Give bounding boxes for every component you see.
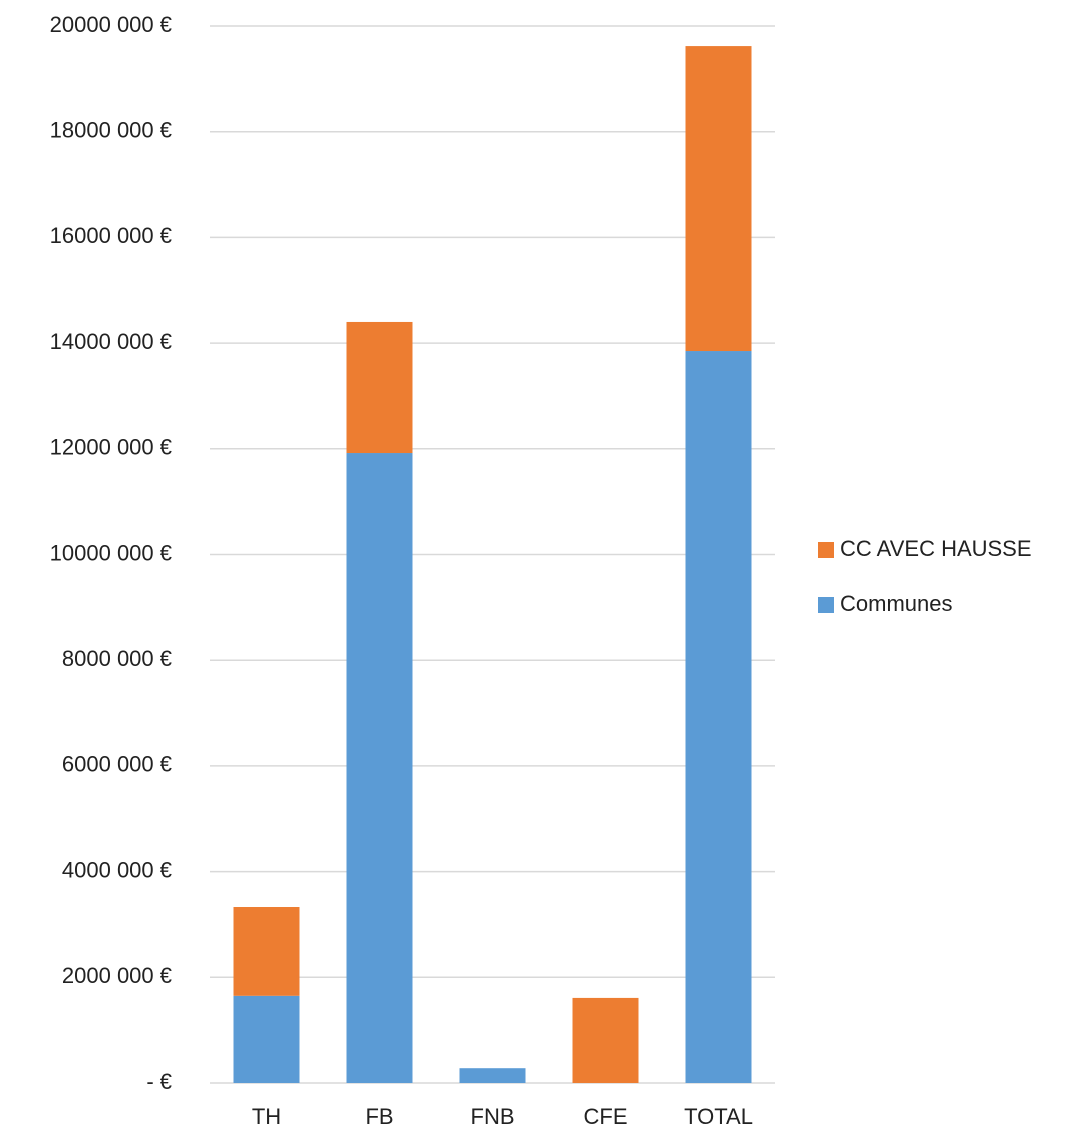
bar-segment: [346, 453, 413, 1083]
y-tick-label: 8000 000 €: [62, 646, 172, 671]
legend-label: CC AVEC HAUSSE: [840, 536, 1032, 561]
y-tick-label: 18000 000 €: [50, 118, 172, 143]
x-tick-label: FNB: [471, 1104, 515, 1129]
y-tick-label: 16000 000 €: [50, 223, 172, 248]
x-tick-label: FB: [365, 1104, 393, 1129]
legend-swatch: [818, 597, 834, 613]
bar-segment: [685, 46, 752, 352]
x-tick-label: TH: [252, 1104, 281, 1129]
y-tick-label: 12000 000 €: [50, 435, 172, 460]
bar-segment: [572, 997, 639, 1083]
y-tick-label: 6000 000 €: [62, 752, 172, 777]
legend-swatch: [818, 542, 834, 558]
y-tick-label: 4000 000 €: [62, 857, 172, 882]
x-tick-label: CFE: [584, 1104, 628, 1129]
y-tick-label: 20000 000 €: [50, 12, 172, 37]
bar-segment: [346, 321, 413, 454]
bar-segment: [685, 351, 752, 1084]
y-tick-label: - €: [146, 1069, 172, 1094]
x-tick-label: TOTAL: [684, 1104, 753, 1129]
y-tick-label: 10000 000 €: [50, 540, 172, 565]
y-tick-label: 14000 000 €: [50, 329, 172, 354]
bar-segment: [233, 995, 300, 1083]
y-tick-label: 2000 000 €: [62, 963, 172, 988]
legend-label: Communes: [840, 591, 952, 616]
bar-segment: [233, 907, 300, 996]
bar-segment: [459, 1068, 526, 1083]
